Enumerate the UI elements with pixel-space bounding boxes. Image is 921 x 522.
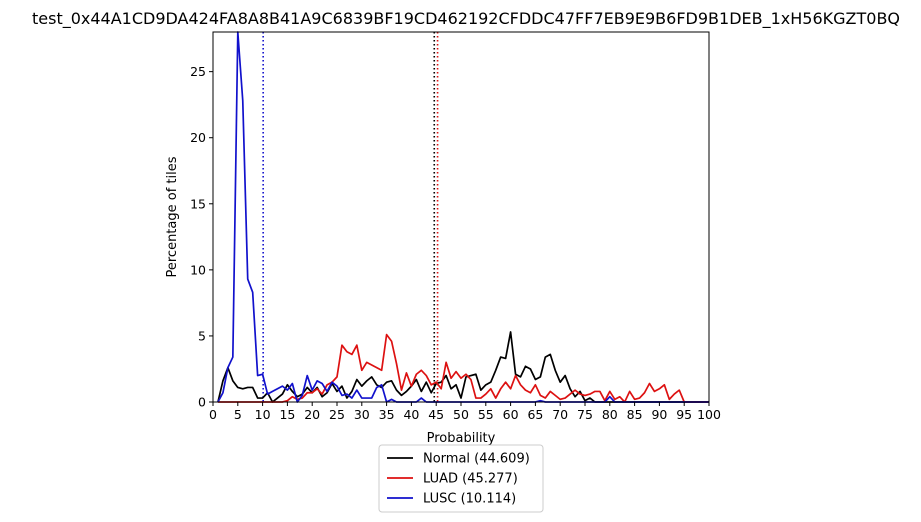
y-tick-label: 0: [198, 395, 206, 410]
x-axis: 0 5 10 15 20 25 30 35 40 45 50 55 60 65 70 75 80 85 90 95 10…: [209, 402, 721, 422]
x-tick-label: 55: [478, 407, 494, 422]
legend-label: LUAD (45.277): [423, 472, 518, 487]
x-tick-label: 10: [255, 407, 271, 422]
y-axis-label: Percentage of tiles: [165, 156, 180, 277]
x-tick-label: 70: [552, 407, 568, 422]
x-tick-label: 35: [379, 407, 395, 422]
x-tick-label: 15: [279, 407, 295, 422]
x-tick-label: 25: [329, 407, 345, 422]
x-tick-label: 100: [697, 407, 721, 422]
plot-area: [212, 31, 710, 403]
x-tick-label: 20: [304, 407, 320, 422]
y-axis: 0 5 10 15 20 25: [190, 64, 213, 410]
y-tick-label: 15: [190, 196, 206, 211]
legend-label: Normal (44.609): [423, 452, 530, 467]
x-tick-label: 5: [234, 407, 242, 422]
x-tick-label: 0: [209, 407, 217, 422]
x-tick-label: 45: [428, 407, 444, 422]
reference-lines: [262, 32, 439, 402]
x-tick-label: 85: [627, 407, 643, 422]
y-tick-label: 20: [190, 130, 206, 145]
x-tick-label: 75: [577, 407, 593, 422]
y-tick-label: 5: [198, 328, 206, 343]
chart-title: test_0x44A1CD9DA424FA8A8B41A9C6839BF19CD…: [32, 9, 900, 29]
legend: Normal (44.609) LUAD (45.277) LUSC (10.114…: [378, 444, 544, 513]
x-tick-label: 65: [527, 407, 543, 422]
y-tick-label: 10: [190, 262, 206, 277]
legend-label: LUSC (10.114): [423, 492, 516, 507]
x-tick-label: 50: [453, 407, 469, 422]
y-tick-label: 25: [190, 64, 206, 79]
x-tick-label: 90: [651, 407, 667, 422]
x-tick-label: 60: [503, 407, 519, 422]
x-tick-label: 30: [354, 407, 370, 422]
x-tick-label: 80: [602, 407, 618, 422]
x-tick-label: 40: [403, 407, 419, 422]
legend-entries: Normal (44.609) LUAD (45.277) LUSC (10.114…: [387, 452, 530, 507]
legend-box: [378, 444, 544, 513]
x-axis-label: Probability: [427, 431, 496, 446]
plot-frame: [213, 32, 709, 402]
x-tick-label: 95: [676, 407, 692, 422]
